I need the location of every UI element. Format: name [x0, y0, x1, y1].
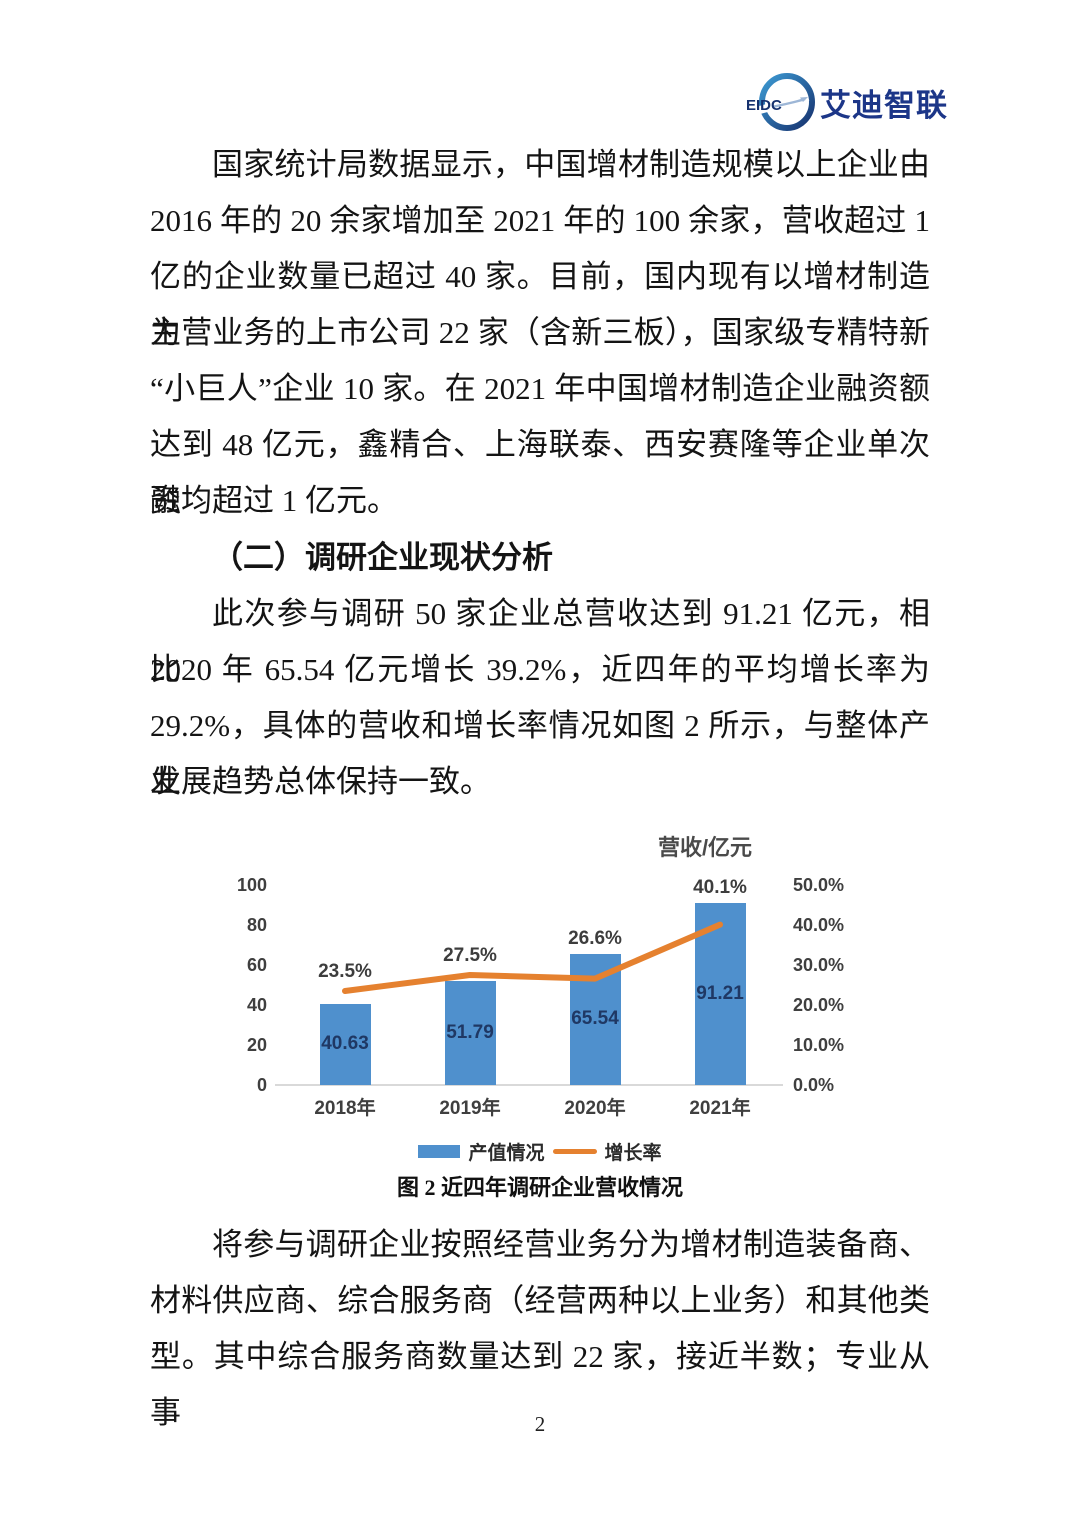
paragraph-2: 此次参与调研 50 家企业总营收达到 91.21 亿元，相比 2020 年 65… — [150, 586, 930, 810]
body-line: “小巨人”企业 10 家。在 2021 年中国增材制造企业融资额 — [150, 371, 930, 406]
body-line: 达到 48 亿元，鑫精合、上海联泰、西安赛隆等企业单次融 — [150, 427, 930, 518]
line-value-label: 26.6% — [568, 927, 622, 949]
body-line: 将参与调研企业按照经营业务分为增材制造装备商、 — [212, 1227, 930, 1262]
right-axis-tick: 50.0% — [793, 875, 845, 895]
x-axis-label: 2019年 — [439, 1098, 501, 1119]
legend-line-swatch — [552, 1149, 597, 1154]
body-line: 材料供应商、综合服务商（经营两种以上业务）和其他类 — [150, 1283, 930, 1318]
body-line: 2016 年的 20 余家增加至 2021 年的 100 余家，营收超过 1 — [150, 203, 930, 238]
line-value-label: 27.5% — [443, 945, 497, 966]
body-line: 资均超过 1 亿元。 — [150, 483, 398, 518]
body-line: 亿的企业数量已超过 40 家。目前，国内现有以增材制造为 — [150, 259, 930, 350]
right-axis-tick: 30.0% — [793, 955, 845, 975]
paragraph-3: 将参与调研企业按照经营业务分为增材制造装备商、 材料供应商、综合服务商（经营两种… — [150, 1217, 930, 1430]
paragraph-1: 国家统计局数据显示，中国增材制造规模以上企业由 2016 年的 20 余家增加至… — [150, 137, 930, 529]
right-axis-tick: 10.0% — [793, 1035, 845, 1055]
chart-legend: 产值情况 增长率 — [150, 1138, 930, 1165]
body-line: 发展趋势总体保持一致。 — [150, 764, 491, 799]
revenue-growth-chart: 营收/亿元 100 80 60 40 20 0 50.0% 40.0% 30.0% 20.0% 10.… — [150, 820, 930, 1170]
left-axis-tick: 60 — [246, 955, 267, 975]
swoosh-arrowhead — [800, 97, 808, 102]
right-axis-tick: 40.0% — [793, 915, 845, 935]
line-value-label: 40.1% — [693, 876, 747, 898]
line-value-label: 23.5% — [318, 961, 372, 982]
legend-item: 产值情况 — [418, 1138, 545, 1165]
body-line: 型。其中综合服务商数量达到 22 家，接近半数；专业从事 — [150, 1339, 930, 1430]
left-axis-tick: 20 — [246, 1035, 267, 1055]
growth-line — [342, 921, 723, 994]
bar-2018年 — [320, 1003, 371, 1085]
legend-item: 增长率 — [545, 1138, 662, 1165]
globe-ring — [759, 73, 815, 131]
eidc-globe-icon: EIDC — [746, 73, 815, 131]
page-number: 2 — [534, 1412, 546, 1436]
body-line: 2020 年 65.54 亿元增长 39.2%，近四年的平均增长率为 — [150, 652, 930, 687]
bar-value-label: 91.21 — [696, 982, 744, 1004]
chart-title: 营收/亿元 — [657, 835, 753, 860]
section-heading: （二）调研企业现状分析 — [212, 540, 553, 575]
right-axis-tick: 0.0% — [793, 1075, 835, 1095]
right-axis-tick: 20.0% — [793, 995, 845, 1015]
company-logo: EIDC 艾迪智联 — [742, 70, 948, 134]
left-axis-tick: 0 — [256, 1075, 267, 1095]
section-heading-block: （二）调研企业现状分析 — [150, 530, 930, 586]
legend-label: 增长率 — [604, 1143, 662, 1164]
legend-label: 产值情况 — [468, 1143, 545, 1164]
left-axis-tick: 100 — [236, 875, 267, 895]
body-line: 此次参与调研 50 家企业总营收达到 91.21 亿元，相比 — [150, 596, 930, 687]
x-axis-label: 2018年 — [314, 1098, 376, 1119]
x-axis-label: 2021年 — [689, 1098, 751, 1119]
body-line: 国家统计局数据显示，中国增材制造规模以上企业由 — [212, 147, 930, 182]
body-line: 29.2%，具体的营收和增长率情况如图 2 所示，与整体产业 — [150, 708, 930, 799]
x-axis-label: 2020年 — [564, 1098, 626, 1119]
bar-2019年 — [445, 981, 496, 1085]
brand-name: 艾迪智联 — [820, 87, 948, 123]
bar-value-label: 51.79 — [446, 1022, 494, 1044]
bar-value-label: 65.54 — [571, 1008, 619, 1030]
eidc-acronym: EIDC — [746, 97, 782, 114]
legend-bar-swatch — [418, 1145, 461, 1158]
left-axis-tick: 40 — [246, 995, 267, 1015]
left-axis-tick: 80 — [246, 915, 267, 935]
figure-caption: 图 2 近四年调研企业营收情况 — [396, 1175, 683, 1200]
body-line: 主营业务的上市公司 22 家（含新三板），国家级专精特新 — [150, 315, 930, 350]
x-axis-line — [275, 1084, 783, 1086]
bar-value-label: 40.63 — [321, 1033, 369, 1055]
